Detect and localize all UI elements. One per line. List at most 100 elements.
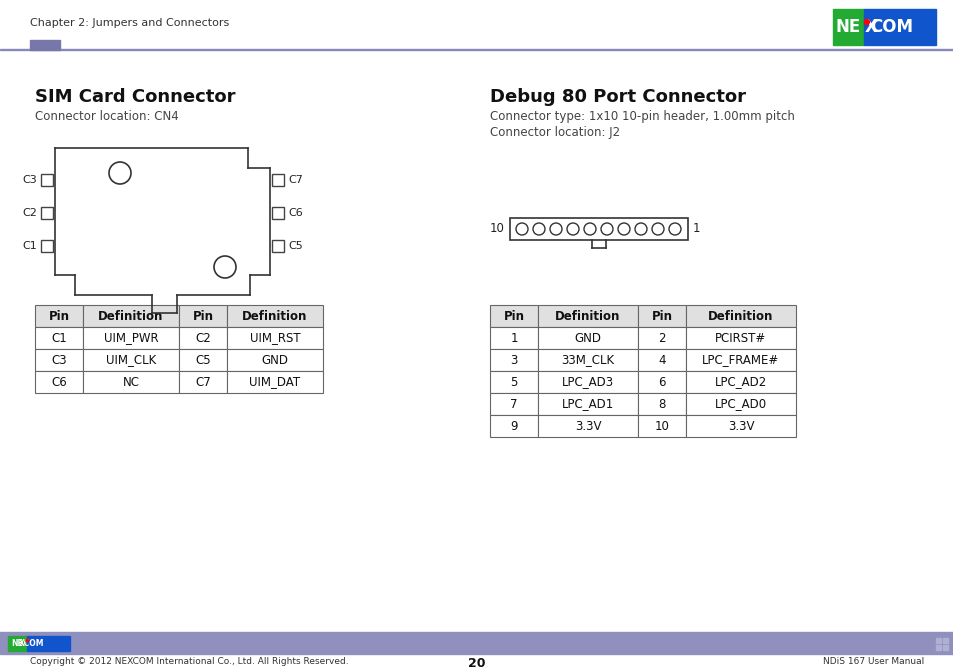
Text: UIM_PWR: UIM_PWR [104,331,158,345]
Text: 3: 3 [510,353,517,366]
Circle shape [863,19,868,24]
Text: NDiS 167 User Manual: NDiS 167 User Manual [821,657,923,666]
Bar [537,415,638,437]
Text: UIM_CLK: UIM_CLK [106,353,156,366]
Text: UIM_RST: UIM_RST [250,331,300,345]
Bar [35,327,83,349]
Text: Definition: Definition [98,310,164,323]
Text: C1: C1 [22,241,37,251]
Text: SIM Card Connector: SIM Card Connector [35,88,235,106]
Text: UIM_DAT: UIM_DAT [249,376,300,388]
Text: C6: C6 [288,208,302,218]
Bar [83,327,179,349]
Text: 1: 1 [510,331,517,345]
Bar [30,40,60,50]
Bar [638,349,685,371]
Text: Copyright © 2012 NEXCOM International Co., Ltd. All Rights Reserved.: Copyright © 2012 NEXCOM International Co… [30,657,348,666]
Text: C3: C3 [51,353,67,366]
Text: Definition: Definition [707,310,773,323]
Text: 1: 1 [692,222,700,235]
Text: Pin: Pin [651,310,672,323]
Text: Definition: Definition [242,310,308,323]
Text: Connector location: J2: Connector location: J2 [490,126,619,139]
Bar [510,218,687,240]
Bar [537,371,638,393]
Text: 10: 10 [490,222,504,235]
Text: C3: C3 [22,175,37,185]
Bar [0,48,953,50]
Text: 6: 6 [658,376,665,388]
Bar [27,636,70,651]
Bar [179,371,227,393]
Text: Pin: Pin [49,310,70,323]
Bar [179,305,227,327]
Bar [227,371,323,393]
Text: LPC_AD3: LPC_AD3 [561,376,614,388]
Bar [35,305,83,327]
Bar [0,632,953,654]
Text: C6: C6 [51,376,67,388]
Text: C7: C7 [288,175,302,185]
Bar [41,240,53,252]
Text: C7: C7 [195,376,211,388]
Bar [272,240,284,252]
Text: C5: C5 [288,241,302,251]
Text: NC: NC [122,376,139,388]
Bar [537,393,638,415]
Bar [638,393,685,415]
Bar [638,415,685,437]
Bar [537,349,638,371]
Text: C2: C2 [195,331,211,345]
Text: 20: 20 [468,657,485,670]
Bar [685,415,795,437]
Text: Definition: Definition [555,310,620,323]
Bar [863,9,935,45]
Bar [685,327,795,349]
Bar [35,371,83,393]
Bar [490,393,537,415]
Bar [935,638,940,643]
Bar [8,636,27,651]
Text: Connector type: 1x10 10-pin header, 1.00mm pitch: Connector type: 1x10 10-pin header, 1.00… [490,110,794,123]
Bar [227,327,323,349]
Text: GND: GND [574,331,601,345]
Bar [179,327,227,349]
Text: NE: NE [11,639,23,648]
Bar [490,371,537,393]
Bar [537,305,638,327]
Text: Pin: Pin [503,310,524,323]
Text: C2: C2 [22,208,37,218]
Text: COM: COM [869,18,912,36]
Bar [537,327,638,349]
Text: LPC_FRAME#: LPC_FRAME# [701,353,779,366]
Text: 9: 9 [510,419,517,433]
Text: C5: C5 [195,353,211,366]
Bar [832,9,863,45]
Bar [685,371,795,393]
Bar [490,415,537,437]
Text: 3.3V: 3.3V [727,419,754,433]
Text: X: X [863,18,877,36]
Bar [638,305,685,327]
Text: LPC_AD2: LPC_AD2 [714,376,766,388]
Text: 7: 7 [510,398,517,411]
Bar [685,305,795,327]
Bar [41,174,53,186]
Text: 33M_CLK: 33M_CLK [561,353,614,366]
Text: NE: NE [835,18,861,36]
Text: Chapter 2: Jumpers and Connectors: Chapter 2: Jumpers and Connectors [30,18,229,28]
Bar [41,207,53,219]
Circle shape [26,639,29,642]
Bar [490,327,537,349]
Bar [490,349,537,371]
Bar [638,371,685,393]
Bar [638,327,685,349]
Text: Connector location: CN4: Connector location: CN4 [35,110,178,123]
Bar [83,349,179,371]
Text: 2: 2 [658,331,665,345]
Bar [942,645,947,650]
Bar [935,645,940,650]
Text: C1: C1 [51,331,67,345]
Bar [490,305,537,327]
Text: 10: 10 [654,419,669,433]
